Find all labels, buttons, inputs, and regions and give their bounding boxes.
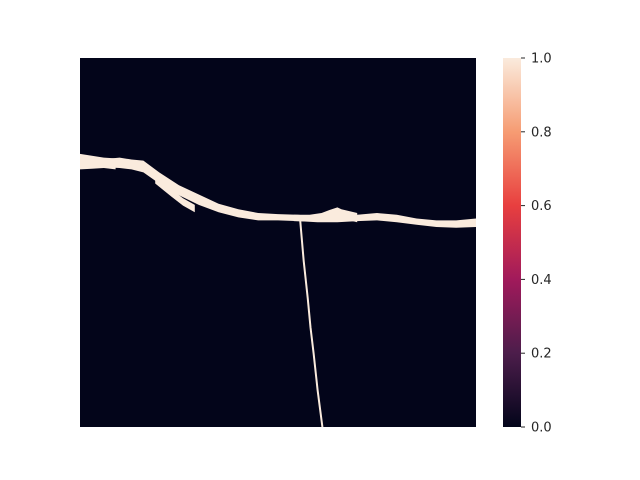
heatmap-feature-5 bbox=[299, 220, 324, 428]
colorbar-tick-label: 1.0 bbox=[531, 52, 552, 67]
heatmap-feature-3 bbox=[293, 207, 358, 223]
colorbar-tick-label: 0.8 bbox=[531, 125, 552, 140]
colorbar bbox=[503, 58, 521, 427]
colorbar-tick-label: 0.0 bbox=[531, 421, 552, 436]
colorbar-ticks: 0.0 0.2 0.4 0.6 0.8 1.0 bbox=[521, 52, 552, 436]
heatmap-feature-1 bbox=[80, 155, 476, 228]
heatmap-area bbox=[80, 58, 476, 427]
heatmap-feature-4 bbox=[155, 176, 195, 213]
heatmap-feature-2 bbox=[80, 153, 116, 170]
colorbar-tick-label: 0.2 bbox=[531, 347, 552, 362]
colorbar-tick-label: 0.4 bbox=[531, 273, 552, 288]
heatmap-features bbox=[80, 153, 476, 428]
colorbar-tick-label: 0.6 bbox=[531, 199, 552, 214]
